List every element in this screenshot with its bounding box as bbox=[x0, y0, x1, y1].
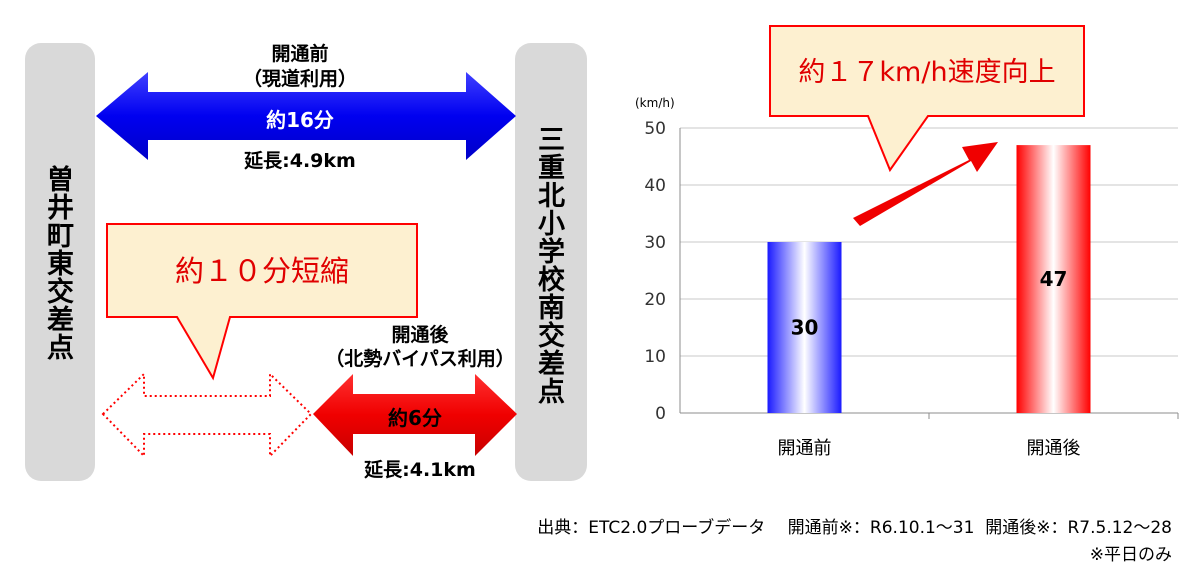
y-unit-label: (km/h) bbox=[635, 96, 675, 110]
speed-callout-text: 約１７km/h速度向上 bbox=[798, 57, 1056, 88]
after-title: 開通後 bbox=[391, 324, 449, 346]
bar-before bbox=[767, 242, 842, 413]
shortening-callout-text: 約１０分短縮 bbox=[174, 254, 349, 288]
after-length: 延長:4.1km bbox=[364, 459, 476, 481]
weekday-footnote: ※平日のみ bbox=[1089, 545, 1172, 565]
x-category-label: 開通後 bbox=[1027, 438, 1081, 459]
after-time: 約6分 bbox=[388, 406, 442, 430]
shortening-callout bbox=[106, 223, 418, 381]
y-tick-label: 0 bbox=[655, 404, 666, 424]
x-category-label: 開通前 bbox=[778, 438, 832, 459]
before-route: （現道利用） bbox=[242, 68, 357, 90]
before-time: 約16分 bbox=[266, 108, 334, 132]
speed-up-arrow bbox=[853, 142, 998, 226]
before-arrow bbox=[96, 72, 516, 160]
source-footnote: 出典：ETC2.0プローブデータ 開通前※：R6.10.1～31 開通後※：R7… bbox=[537, 518, 1172, 538]
left-intersection-pillar bbox=[25, 43, 95, 481]
before-length: 延長:4.9km bbox=[244, 150, 356, 172]
bar-after bbox=[1016, 145, 1091, 413]
right-intersection-pillar bbox=[515, 43, 587, 481]
ghost-arrow bbox=[101, 371, 313, 459]
left-intersection-label: 曽井町東交差点 bbox=[42, 165, 73, 361]
after-arrow bbox=[313, 374, 517, 456]
speed-chart: (km/h) 0 10 20 30 40 50 30 開通前 47 開通後 bbox=[635, 96, 1179, 459]
after-route: （北勢バイパス利用） bbox=[325, 348, 515, 370]
bar-value-label: 47 bbox=[1040, 267, 1068, 291]
speed-callout bbox=[769, 25, 1085, 173]
right-intersection-label: 三重北小学校南交差点 bbox=[533, 125, 564, 405]
y-tick-label: 50 bbox=[644, 119, 666, 139]
y-tick-label: 10 bbox=[644, 347, 666, 367]
before-title: 開通前 bbox=[271, 43, 329, 65]
y-tick-label: 20 bbox=[644, 290, 666, 310]
y-tick-label: 40 bbox=[644, 176, 666, 196]
bar-value-label: 30 bbox=[791, 316, 819, 340]
y-tick-label: 30 bbox=[644, 233, 666, 253]
